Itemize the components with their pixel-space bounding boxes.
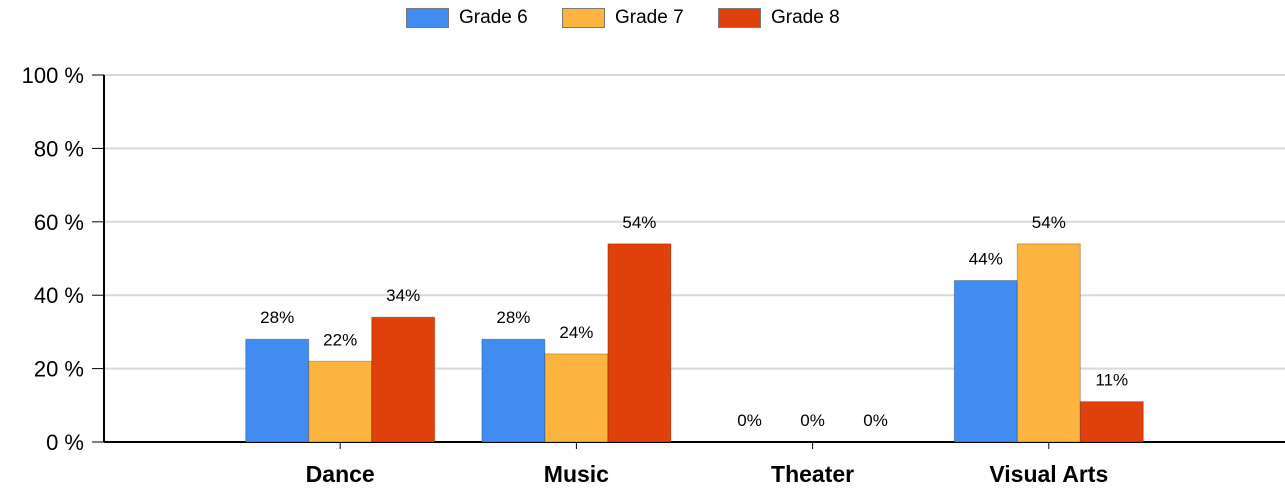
data-label: 22% [323,330,357,349]
data-label: 11% [1095,371,1128,390]
legend-label-grade-6: Grade 6 [459,7,528,28]
data-label: 28% [496,308,530,327]
bar [544,353,609,443]
bar [607,243,672,443]
data-label: 0% [863,411,888,430]
chart-legend: Grade 6 Grade 7 Grade 8 [0,4,1285,32]
legend-label-grade-7: Grade 7 [615,7,684,28]
bar [245,338,310,443]
legend-label-grade-8: Grade 8 [771,7,840,28]
data-label: 28% [260,308,294,327]
data-label: 44% [969,250,1003,269]
bar [308,360,373,443]
data-label: 54% [622,213,656,232]
y-tick-label: 60 % [34,210,84,235]
y-tick-label: 100 % [22,63,84,88]
bar [1016,243,1081,443]
data-label: 54% [1032,213,1066,232]
legend-item-grade-7: Grade 7 [562,4,684,32]
x-tick-label: Visual Arts [989,461,1108,487]
x-tick-label: Dance [306,461,375,487]
legend-swatch-grade-8 [718,8,761,28]
data-label: 24% [559,323,593,342]
bar [953,280,1018,443]
x-tick-label: Theater [771,461,854,487]
data-label: 0% [800,411,825,430]
data-label: 0% [737,411,762,430]
bar [1079,401,1144,443]
legend-item-grade-6: Grade 6 [406,4,528,32]
y-tick-label: 40 % [34,283,84,308]
y-tick-label: 20 % [34,357,84,382]
y-tick-label: 80 % [34,136,84,161]
legend-swatch-grade-6 [406,8,449,28]
y-tick-label: 0 % [46,430,84,455]
legend-swatch-grade-7 [562,8,605,28]
data-label: 34% [386,286,420,305]
bar [481,338,546,443]
legend-item-grade-8: Grade 8 [718,4,840,32]
x-tick-label: Music [544,461,609,487]
bar [371,316,436,443]
